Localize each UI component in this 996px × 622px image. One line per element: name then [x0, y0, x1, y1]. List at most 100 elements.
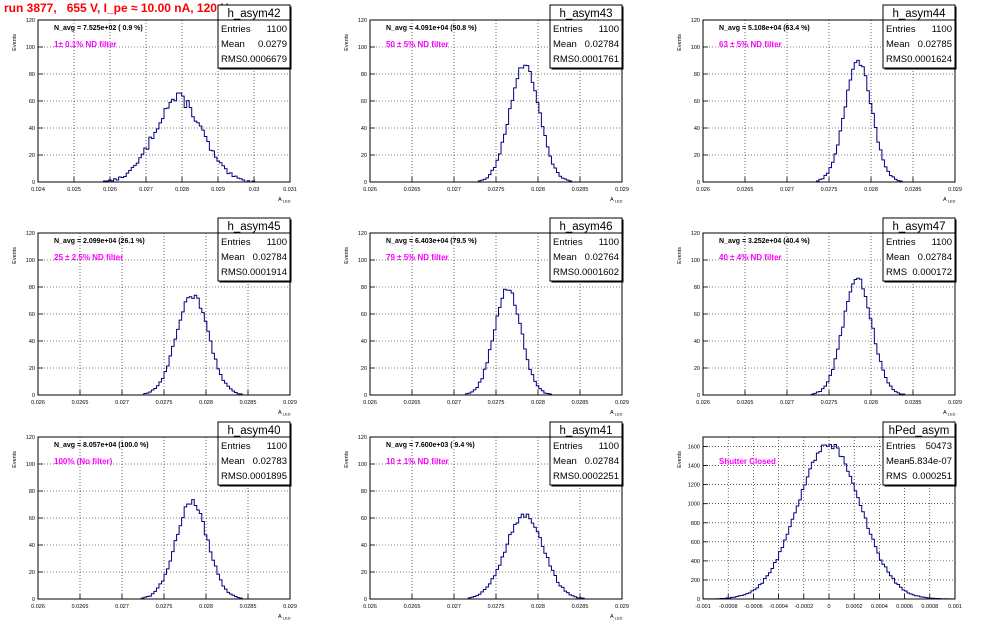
- x-axis-title: A LED: [278, 197, 291, 204]
- x-tick-label: 0.0265: [737, 400, 754, 406]
- stats-box: [549, 4, 623, 69]
- stats-value: 0.0006679: [242, 54, 287, 65]
- y-tick-label: 120: [26, 435, 35, 441]
- stats-label: RMS: [886, 471, 907, 482]
- x-tick-label: 0.0265: [404, 400, 421, 406]
- stats-label: Entries: [553, 441, 583, 452]
- stats-value: 0.0001914: [242, 267, 287, 278]
- stats-value: 0.000172: [912, 267, 952, 278]
- x-axis-title: A LED: [610, 197, 623, 204]
- histogram-line: [38, 92, 290, 183]
- stats-label: Entries: [221, 441, 251, 452]
- x-tick-label: 0.0265: [72, 400, 89, 406]
- y-tick-label: 0: [697, 180, 700, 186]
- y-tick-label: 60: [29, 312, 35, 318]
- x-tick-label: 0.0275: [156, 604, 173, 610]
- stats-value: 1100: [267, 24, 287, 35]
- histogram-panel-h_asym43: 0.026 0.0265 0.027 0.0275 0.028 0.0285 0.029 0 2…: [344, 4, 629, 204]
- y-tick-label: 100: [26, 45, 35, 51]
- x-tick-label: 0.0285: [905, 187, 922, 193]
- y-tick-label: 100: [358, 45, 367, 51]
- stats-value: 1100: [932, 237, 952, 248]
- stats-value: 1100: [599, 441, 619, 452]
- x-tick-label: 0.027: [780, 187, 794, 193]
- histogram-line: [370, 513, 622, 600]
- x-tick-label: 0.028: [531, 604, 545, 610]
- stats-label: Mean: [553, 252, 577, 263]
- stats-value: 1100: [599, 24, 619, 35]
- y-tick-label: 40: [694, 126, 700, 132]
- filter-label: 100% (No filter): [54, 457, 113, 466]
- y-tick-label: 40: [29, 126, 35, 132]
- x-axis-title: A LED: [610, 410, 623, 417]
- y-tick-label: 20: [361, 153, 367, 159]
- y-tick-label: 20: [694, 153, 700, 159]
- y-axis-title: Events: [677, 451, 683, 468]
- stats-label: RMS: [221, 471, 242, 482]
- x-tick-label: 0.028: [531, 187, 545, 193]
- x-tick-label: 0.0285: [572, 604, 589, 610]
- stats-label: Entries: [553, 24, 583, 35]
- y-tick-label: 60: [694, 99, 700, 105]
- x-tick-label: 0.029: [211, 187, 225, 193]
- y-tick-label: 40: [361, 339, 367, 345]
- y-tick-label: 40: [361, 543, 367, 549]
- x-tick-label: 0.028: [199, 400, 213, 406]
- stats-label: RMS: [553, 471, 574, 482]
- y-tick-label: 1400: [688, 464, 700, 470]
- x-tick-label: 0.0275: [488, 604, 505, 610]
- y-tick-label: 80: [361, 72, 367, 78]
- y-tick-label: 20: [361, 366, 367, 372]
- y-axis-title: Events: [344, 247, 350, 264]
- histogram-panel-h_asym44: 0.026 0.0265 0.027 0.0275 0.028 0.0285 0.029 0 2…: [677, 4, 962, 204]
- stats-box: [549, 217, 623, 282]
- x-tick-label: 0.0275: [156, 400, 173, 406]
- stats-value: 0.02764: [585, 252, 619, 263]
- filter-label: 25 ± 2.5% ND filter: [54, 253, 123, 262]
- y-tick-label: 60: [361, 312, 367, 318]
- stats-value: 0.0001761: [574, 54, 619, 65]
- x-tick-label: 0.0285: [240, 400, 257, 406]
- x-tick-label: 0.029: [615, 400, 629, 406]
- y-tick-label: 60: [694, 312, 700, 318]
- y-tick-label: 400: [691, 559, 700, 565]
- y-tick-label: 60: [361, 99, 367, 105]
- x-tick-label: 0.031: [283, 187, 297, 193]
- x-axis-title: A LED: [278, 410, 291, 417]
- y-tick-label: 80: [361, 489, 367, 495]
- x-tick-label: 0.027: [115, 400, 129, 406]
- y-tick-label: 0: [364, 393, 367, 399]
- y-axis-title: Events: [677, 34, 683, 51]
- filter-label: 10 ± 1% ND filter: [386, 457, 449, 466]
- x-tick-label: 0.0275: [488, 187, 505, 193]
- y-tick-label: 120: [691, 231, 700, 237]
- navg-annotation: N_avg = 3.252e+04 (40.4 %): [719, 238, 810, 245]
- y-tick-label: 60: [361, 516, 367, 522]
- stats-value: 1100: [267, 441, 287, 452]
- y-tick-label: 80: [29, 285, 35, 291]
- x-tick-label: 0.0265: [72, 604, 89, 610]
- x-tick-label: 0.029: [615, 187, 629, 193]
- stats-label: Entries: [886, 441, 916, 452]
- stats-value: 0.02784: [585, 39, 619, 50]
- stats-value: 0.02784: [253, 252, 287, 263]
- stats-box: [217, 421, 291, 486]
- histogram-name: h_asym43: [559, 8, 612, 20]
- histogram-name: h_asym44: [892, 8, 946, 20]
- x-axis-title: A LED: [943, 410, 956, 417]
- stats-label: Mean: [553, 456, 577, 467]
- x-tick-label: 0.024: [31, 187, 45, 193]
- y-tick-label: 100: [691, 258, 700, 264]
- y-tick-label: 100: [26, 258, 35, 264]
- x-axis-title: A LED: [278, 614, 291, 621]
- y-tick-label: 20: [29, 153, 35, 159]
- stats-label: RMS: [886, 267, 907, 278]
- y-tick-label: 120: [26, 18, 35, 24]
- x-tick-label: 0: [827, 604, 830, 610]
- stats-value: -5.834e-07: [906, 456, 952, 467]
- stats-label: Mean: [886, 252, 910, 263]
- x-tick-label: 0.026: [363, 187, 377, 193]
- histogram-name: h_asym46: [559, 221, 612, 233]
- y-tick-label: 100: [358, 462, 367, 468]
- histogram-line: [703, 59, 955, 183]
